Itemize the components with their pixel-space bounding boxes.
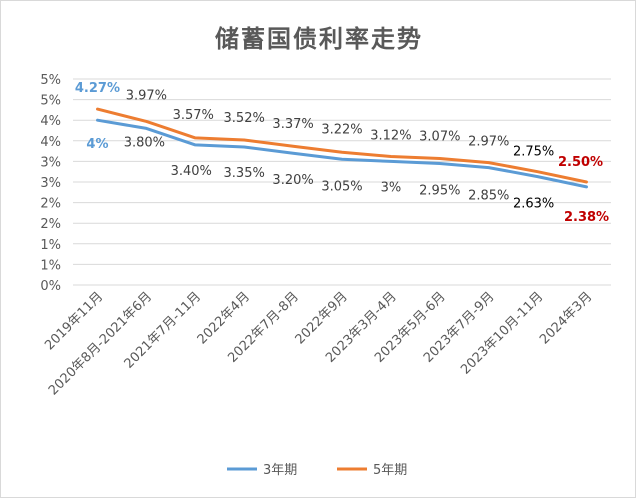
legend-item-3yr[interactable]: 3年期 [227,463,297,478]
y-tick-label: 0% [40,279,61,294]
x-tick-label: 2023年10月-11月 [458,289,546,377]
data-label: 3.22% [321,122,362,137]
data-label: 3.52% [224,111,265,126]
data-label: 4.27% [75,81,120,96]
y-tick-label: 4% [40,114,61,129]
gridlines [73,78,611,286]
data-label: 2.38% [564,210,609,225]
y-tick-label: 1% [40,238,61,253]
data-label: 3.07% [419,130,460,145]
data-label: 3.57% [173,108,214,123]
y-tick-label: 5% [40,94,61,109]
x-tick-label: 2024年3月 [537,289,595,347]
data-label: 3.12% [370,128,411,143]
y-tick-label: 3% [40,155,61,170]
data-label: 3.05% [321,179,362,194]
y-tick-label: 1% [40,258,61,273]
data-label: 3.40% [171,164,212,179]
data-label: 2.85% [468,189,509,204]
y-tick-label: 2% [40,197,61,212]
data-label: 4% [86,137,108,152]
data-labels: 4% 3.80% 3.40% 3.35% 3.20% 3.05% 3% 2.95% 2.85% 2… [75,81,609,225]
data-label: 3.35% [224,166,265,181]
legend-label: 3年期 [263,463,297,478]
y-tick-label: 4% [40,135,61,150]
legend-label: 5年期 [373,463,407,478]
y-tick-label: 5% [40,73,61,88]
data-label: 2.63% [513,197,554,212]
series-lines [96,107,588,189]
data-label: 2.97% [468,135,509,150]
legend-item-5yr[interactable]: 5年期 [337,463,407,478]
legend[interactable]: 3年期 5年期 [227,463,407,478]
data-label: 3.20% [272,173,313,188]
data-label: 3.37% [272,117,313,132]
data-label: 2.95% [419,183,460,198]
data-label: 2.75% [513,145,554,160]
y-axis-ticks: 0% 1% 1% 2% 2% 3% 3% 4% 4% 5% 5% [40,73,61,294]
chart-title: 储蓄国债利率走势 [215,25,423,53]
data-label: 3.80% [124,135,165,150]
series-line-5yr [96,107,588,184]
y-tick-label: 3% [40,176,61,191]
x-axis-ticks: 2019年11月2020年8月-2021年6月2021年7月-11月2022年4… [42,289,595,398]
data-label: 3.97% [126,88,167,103]
data-label: 2.50% [558,155,603,170]
y-tick-label: 2% [40,217,61,232]
series-line-3yr [96,118,588,189]
data-label: 3% [381,180,402,195]
